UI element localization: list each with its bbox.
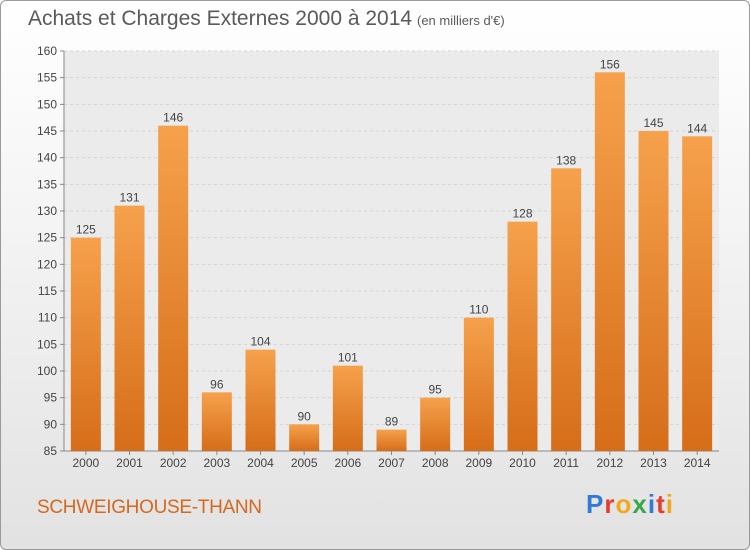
x-tick-label-2004: 2004	[247, 456, 274, 470]
value-label-2006: 101	[338, 351, 358, 365]
logo-letter: i	[647, 489, 657, 519]
location-name: SCHWEIGHOUSE-THANN	[37, 497, 262, 518]
y-tick-label: 150	[37, 97, 57, 111]
bar-2009	[463, 317, 494, 451]
y-tick-label: 145	[37, 124, 57, 138]
bar-2004	[245, 349, 276, 451]
bar-2007	[376, 429, 407, 451]
y-tick-label: 100	[37, 364, 57, 378]
bar-2006	[332, 365, 363, 451]
bar-2003	[201, 392, 232, 451]
x-tick-label-2011: 2011	[553, 456, 579, 470]
value-label-2004: 104	[250, 335, 270, 349]
y-tick-label: 135	[37, 177, 57, 191]
logo-letter: r	[604, 489, 616, 519]
chart-title: Achats et Charges Externes 2000 à 2014	[28, 7, 413, 30]
logo-letter: i	[665, 489, 674, 519]
x-tick-label-2009: 2009	[465, 456, 492, 470]
bar-2014	[682, 136, 713, 452]
value-label-2005: 90	[297, 409, 311, 423]
value-label-2012: 156	[600, 57, 620, 71]
value-label-2013: 145	[643, 116, 663, 130]
logo-letter: o	[615, 489, 633, 519]
value-label-2002: 146	[163, 111, 183, 125]
proxiti-logo: Proxiti	[586, 489, 674, 520]
value-label-2011: 138	[556, 153, 576, 167]
bar-2012	[594, 72, 625, 451]
value-label-2007: 89	[385, 415, 399, 429]
x-tick-label-2008: 2008	[422, 456, 449, 470]
bar-2013	[638, 131, 669, 451]
x-tick-label-2006: 2006	[334, 456, 361, 470]
x-tick-label-2005: 2005	[291, 456, 318, 470]
bar-2002	[158, 125, 189, 452]
y-tick-label: 155	[37, 71, 57, 85]
x-tick-label-2001: 2001	[116, 456, 143, 470]
bar-2011	[551, 168, 582, 452]
logo-letter: P	[586, 489, 605, 519]
x-tick-label-2012: 2012	[596, 456, 623, 470]
y-tick-label: 125	[37, 231, 57, 245]
labels: 85 90 95 100 105 110 115 120 125 130 135 140 145 150 1…	[37, 44, 711, 470]
y-tick-label: 105	[37, 337, 57, 351]
x-tick-label-2010: 2010	[509, 456, 536, 470]
value-label-2001: 131	[119, 191, 139, 205]
value-label-2010: 128	[512, 207, 532, 221]
bar-2010	[507, 221, 538, 451]
y-tick-label: 115	[38, 284, 57, 298]
y-tick-label: 120	[37, 257, 57, 271]
x-tick-label-2013: 2013	[640, 456, 667, 470]
logo-letter: x	[632, 489, 648, 519]
value-label-2008: 95	[428, 383, 442, 397]
bar-2008	[420, 397, 451, 451]
x-tick-label-2000: 2000	[72, 456, 99, 470]
chart-subtitle: (en milliers d'€)	[417, 13, 505, 28]
value-label-2009: 110	[469, 303, 488, 317]
value-label-2003: 96	[210, 377, 224, 391]
y-tick-label: 90	[44, 417, 58, 431]
value-label-2014: 144	[687, 121, 707, 135]
y-tick-label: 110	[38, 311, 57, 325]
y-tick-label: 140	[37, 151, 57, 165]
y-tick-label: 85	[44, 444, 58, 458]
x-tick-label-2002: 2002	[160, 456, 187, 470]
bars	[70, 72, 713, 452]
logo-letter: t	[656, 489, 666, 519]
bar-2001	[114, 205, 145, 451]
y-tick-label: 95	[44, 391, 58, 405]
y-tick-label: 130	[37, 204, 57, 218]
x-tick-label-2007: 2007	[378, 456, 405, 470]
bar-2005	[289, 424, 320, 451]
y-tick-label: 160	[37, 44, 57, 58]
x-tick-label-2003: 2003	[203, 456, 230, 470]
bar-2000	[70, 237, 101, 451]
value-label-2000: 125	[76, 223, 96, 237]
x-tick-label-2014: 2014	[684, 456, 711, 470]
